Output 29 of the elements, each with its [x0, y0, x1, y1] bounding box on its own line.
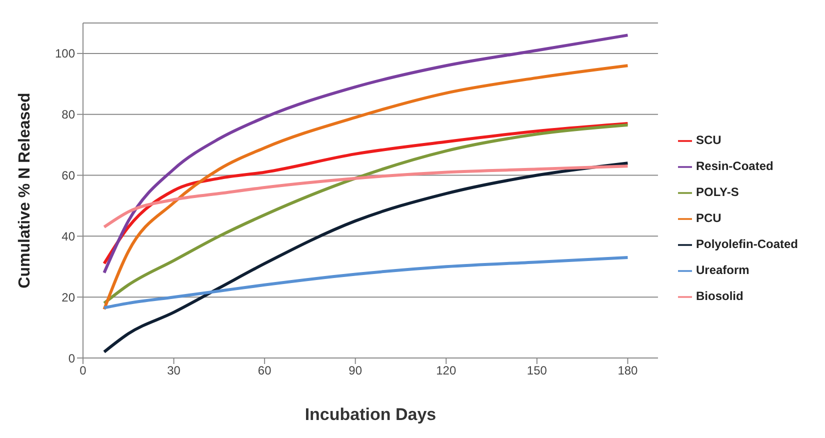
y-tick-label: 60	[62, 168, 76, 183]
legend-label: Biosolid	[696, 289, 744, 303]
line-series	[102, 162, 630, 354]
legend-label: PCU	[696, 211, 722, 225]
legend-label: Resin-Coated	[696, 159, 774, 173]
line-series	[102, 124, 630, 305]
line-series	[102, 256, 630, 310]
x-tick-label: 150	[526, 364, 548, 378]
legend-label: Ureaform	[696, 263, 750, 277]
x-tick-label: 180	[618, 364, 638, 378]
y-tick-label: 80	[62, 108, 76, 122]
x-tick-label: 60	[258, 364, 272, 378]
line-series	[102, 164, 630, 229]
x-tick-label: 30	[167, 364, 181, 378]
y-tick-label: 100	[54, 46, 76, 61]
x-tick-label: 90	[348, 364, 362, 378]
line-series	[102, 122, 630, 266]
line-series	[102, 64, 630, 311]
legend-label: SCU	[696, 133, 722, 147]
legend-label: POLY-S	[696, 185, 739, 199]
x-axis-title: Incubation Days	[304, 405, 436, 424]
y-tick-label: 40	[62, 229, 76, 244]
y-axis-title: Cumulative % N Released	[16, 92, 34, 288]
line-series	[102, 34, 630, 274]
x-tick-label: 120	[436, 364, 456, 378]
legend-label: Polyolefin-Coated	[696, 237, 798, 251]
y-tick-label: 20	[62, 290, 76, 304]
y-tick-label: 0	[68, 351, 76, 366]
x-tick-label: 0	[80, 364, 87, 378]
